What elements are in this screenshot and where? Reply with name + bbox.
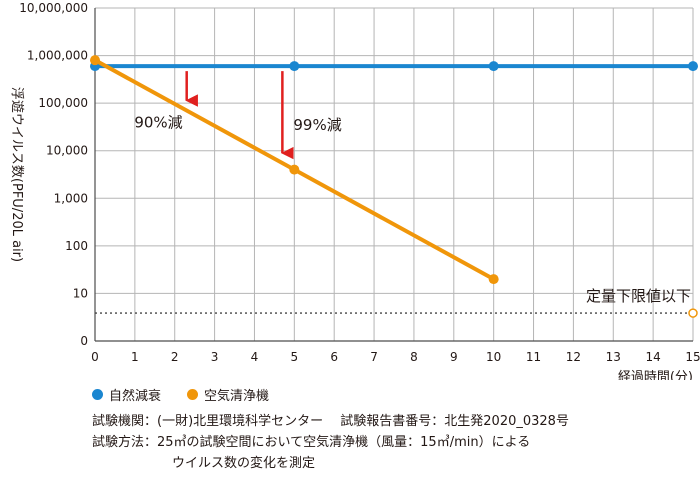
- reduction-label-0: 90%減: [134, 114, 182, 132]
- y-tick-label: 10: [73, 286, 88, 300]
- x-tick-label: 11: [526, 350, 541, 364]
- x-tick-label: 7: [370, 350, 378, 364]
- x-tick-label: 1: [131, 350, 139, 364]
- chart: 0 10 100 1,000 10,000 100,000 1,000,000 10,000,…: [9, 1, 700, 380]
- x-tick-label: 4: [251, 350, 259, 364]
- legend: 自然減衰 空気清浄機: [92, 383, 295, 405]
- y-tick-label: 1,000,000: [27, 49, 88, 63]
- detection-limit-label: 定量下限値以下: [586, 287, 691, 305]
- x-tick-label: 2: [171, 350, 179, 364]
- y-tick-label: 1,000: [54, 191, 88, 205]
- legend-item-air-purifier: 空気清浄機: [187, 385, 269, 404]
- x-tick-label: 14: [645, 350, 660, 364]
- x-tick-label: 12: [566, 350, 581, 364]
- x-tick-label: 0: [91, 350, 99, 364]
- x-tick-label: 6: [330, 350, 338, 364]
- legend-item-natural-decay: 自然減衰: [92, 385, 161, 404]
- x-tick-label: 3: [211, 350, 219, 364]
- legend-label-air-purifier: 空気清浄機: [204, 388, 270, 404]
- reduction-label-1: 99%減: [293, 116, 341, 134]
- note-line-method-cont: ウイルス数の変化を測定: [172, 456, 316, 471]
- data-point-1: [289, 164, 300, 175]
- data-point-0: [488, 61, 499, 72]
- data-point-0: [289, 61, 300, 72]
- y-tick-label: 100,000: [38, 96, 88, 110]
- y-axis-title: 浮遊ウイルス数(PFU/20L air): [9, 87, 24, 262]
- note-line-method: 試験方法：25㎥の試験空間において空気清浄機（風量：15㎥/min）による: [92, 435, 531, 450]
- x-tick-label: 5: [291, 350, 299, 364]
- x-tick-label: 9: [450, 350, 458, 364]
- legend-label-natural-decay: 自然減衰: [109, 388, 162, 404]
- x-axis-title: 経過時間(分): [618, 370, 693, 380]
- x-tick-label: 8: [410, 350, 418, 364]
- legend-marker-natural-decay: [92, 388, 103, 400]
- detection-limit-marker: [688, 308, 698, 318]
- data-point-1: [90, 55, 100, 66]
- data-point-0: [688, 61, 698, 72]
- legend-marker-air-purifier: [187, 388, 199, 400]
- chart-svg: 0101001,00010,000100,0001,000,00010,000,…: [9, 1, 700, 380]
- y-tick-label: 10,000: [46, 144, 88, 158]
- y-tick-label: 100: [65, 239, 88, 253]
- data-point-1: [488, 274, 499, 285]
- y-tick-label: 0: [80, 334, 88, 348]
- x-tick-label: 15: [685, 350, 700, 364]
- test-notes: 試験機関：(一財)北里環境科学センター 試験報告書番号：北生発2020_0328…: [92, 411, 692, 474]
- y-tick-label: 10,000,000: [19, 1, 88, 15]
- x-tick-label: 10: [486, 350, 501, 364]
- x-tick-label: 13: [606, 350, 621, 364]
- note-line-institution: 試験機関：(一財)北里環境科学センター 試験報告書番号：北生発2020_0328…: [92, 414, 569, 429]
